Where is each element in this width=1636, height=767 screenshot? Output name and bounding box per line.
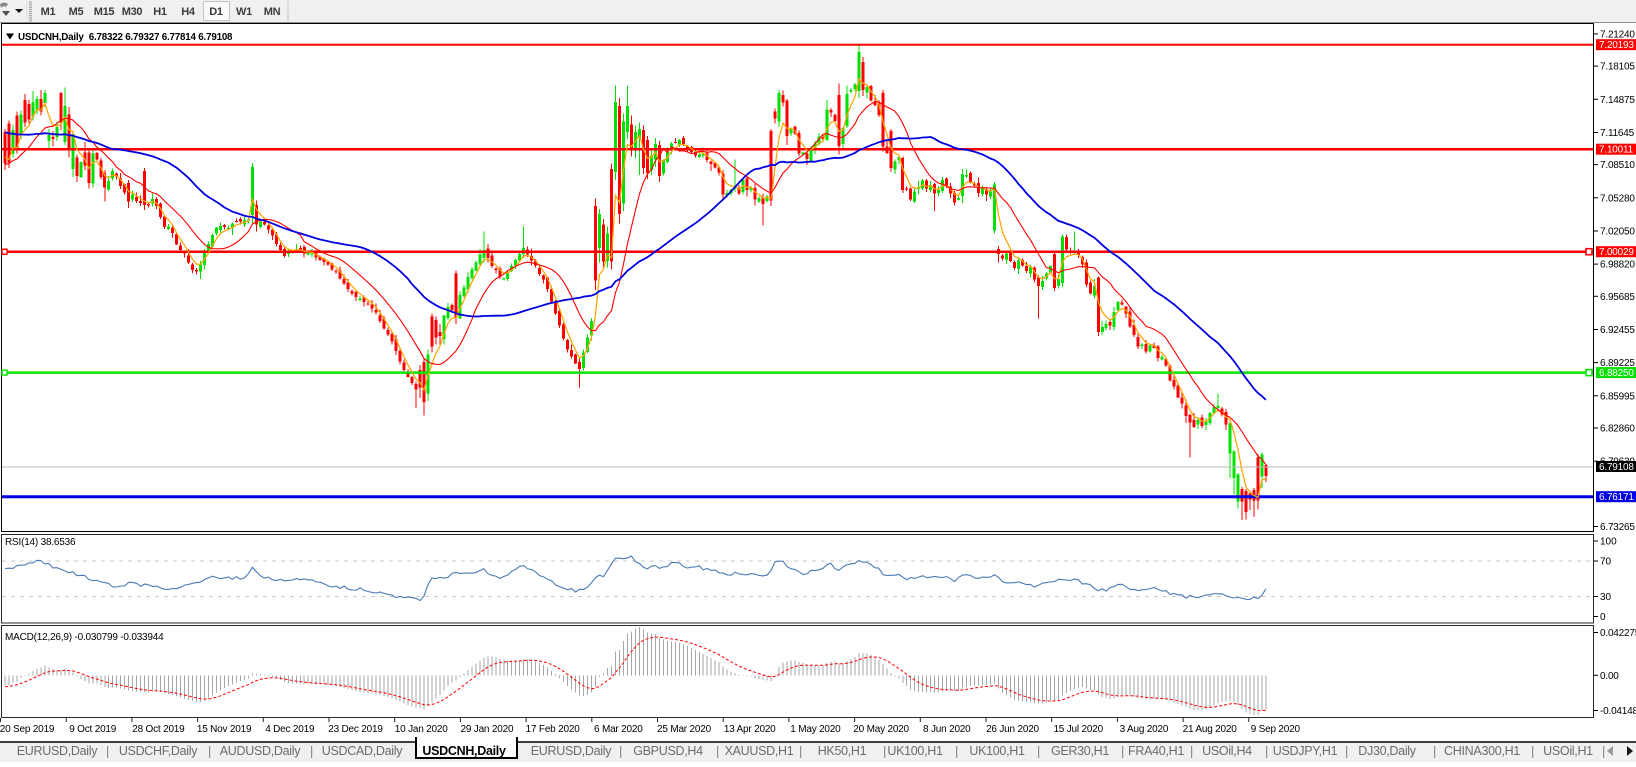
svg-text:USDJPY,H1: USDJPY,H1	[1273, 744, 1338, 758]
svg-text:6.88250: 6.88250	[1599, 368, 1634, 379]
svg-text:25 Mar 2020: 25 Mar 2020	[657, 724, 712, 735]
svg-text:USDCAD,Daily: USDCAD,Daily	[322, 744, 403, 758]
svg-text:M1: M1	[41, 6, 56, 18]
svg-text:9 Sep 2020: 9 Sep 2020	[1251, 724, 1301, 735]
svg-text:UK100,H1: UK100,H1	[887, 744, 943, 758]
svg-text:100: 100	[1600, 537, 1617, 548]
svg-text:6.92455: 6.92455	[1600, 325, 1635, 336]
svg-text:8 Jun 2020: 8 Jun 2020	[923, 724, 971, 735]
svg-text:0.00: 0.00	[1600, 671, 1619, 682]
svg-text:10 Jan 2020: 10 Jan 2020	[395, 724, 448, 735]
svg-text:6.76171: 6.76171	[1599, 492, 1634, 503]
svg-text:0.042275: 0.042275	[1600, 628, 1636, 639]
svg-text:13 Apr 2020: 13 Apr 2020	[724, 724, 776, 735]
svg-text:7.00029: 7.00029	[1599, 247, 1634, 258]
svg-text:20 Sep 2019: 20 Sep 2019	[0, 724, 55, 735]
svg-text:6.82860: 6.82860	[1600, 424, 1635, 435]
svg-text:D1: D1	[209, 6, 223, 18]
svg-text:6.73265: 6.73265	[1600, 522, 1635, 533]
svg-text:7.18105: 7.18105	[1600, 62, 1635, 73]
svg-text:MN: MN	[264, 6, 281, 18]
svg-text:-0.04148: -0.04148	[1600, 706, 1636, 717]
svg-text:3 Aug 2020: 3 Aug 2020	[1120, 724, 1169, 735]
svg-text:1 May 2020: 1 May 2020	[790, 724, 841, 735]
svg-text:UK100,H1: UK100,H1	[969, 744, 1025, 758]
svg-text:XAUUSD,H1: XAUUSD,H1	[725, 744, 794, 758]
svg-text:7.11645: 7.11645	[1600, 128, 1635, 139]
svg-text:6.95685: 6.95685	[1600, 292, 1635, 303]
svg-text:USDCNH,Daily: USDCNH,Daily	[422, 744, 506, 758]
svg-text:7.14875: 7.14875	[1600, 95, 1635, 106]
svg-text:RSI(14) 38.6536: RSI(14) 38.6536	[5, 537, 76, 548]
svg-text:GER30,H1: GER30,H1	[1051, 744, 1109, 758]
svg-text:7.20193: 7.20193	[1599, 40, 1634, 51]
svg-text:21 Aug 2020: 21 Aug 2020	[1183, 724, 1238, 735]
svg-text:17 Feb 2020: 17 Feb 2020	[526, 724, 581, 735]
svg-text:AUDUSD,Daily: AUDUSD,Daily	[220, 744, 301, 758]
svg-text:USOil,H4: USOil,H4	[1202, 744, 1252, 758]
svg-text:USOil,H1: USOil,H1	[1543, 744, 1593, 758]
svg-text:USDCNH,Daily 6.78322 6.79327: USDCNH,Daily 6.78322 6.79327 6.77814 6.7…	[18, 32, 233, 43]
svg-text:DJ30,Daily: DJ30,Daily	[1358, 744, 1416, 758]
svg-text:6.85995: 6.85995	[1600, 391, 1635, 402]
svg-text:20 May 2020: 20 May 2020	[853, 724, 909, 735]
svg-text:15 Nov 2019: 15 Nov 2019	[197, 724, 252, 735]
svg-text:6.98820: 6.98820	[1600, 260, 1635, 271]
svg-text:GBPUSD,H4: GBPUSD,H4	[633, 744, 703, 758]
svg-text:30: 30	[1600, 592, 1612, 603]
svg-text:7.02050: 7.02050	[1600, 227, 1635, 238]
svg-text:HK50,H1: HK50,H1	[818, 744, 867, 758]
svg-text:MACD(12,26,9) -0.030799 -0.033: MACD(12,26,9) -0.030799 -0.033944	[5, 632, 164, 643]
svg-text:29 Jan 2020: 29 Jan 2020	[460, 724, 513, 735]
svg-text:6.89225: 6.89225	[1600, 358, 1635, 369]
svg-text:15 Jul 2020: 15 Jul 2020	[1053, 724, 1103, 735]
svg-text:23 Dec 2019: 23 Dec 2019	[328, 724, 383, 735]
svg-text:6.79108: 6.79108	[1599, 462, 1634, 473]
svg-text:7.10011: 7.10011	[1599, 145, 1634, 156]
svg-text:W1: W1	[236, 6, 252, 18]
svg-text:M5: M5	[69, 6, 84, 18]
svg-text:EURUSD,Daily: EURUSD,Daily	[531, 744, 612, 758]
svg-text:USDCHF,Daily: USDCHF,Daily	[119, 744, 198, 758]
svg-text:CHINA300,H1: CHINA300,H1	[1444, 744, 1520, 758]
svg-text:M15: M15	[94, 6, 115, 18]
svg-text:7.21240: 7.21240	[1600, 29, 1635, 40]
svg-text:4 Dec 2019: 4 Dec 2019	[265, 724, 315, 735]
svg-text:FRA40,H1: FRA40,H1	[1128, 744, 1184, 758]
svg-text:26 Jun 2020: 26 Jun 2020	[986, 724, 1039, 735]
svg-text:7.05280: 7.05280	[1600, 193, 1635, 204]
svg-text:6 Mar 2020: 6 Mar 2020	[594, 724, 643, 735]
svg-text:EURUSD,Daily: EURUSD,Daily	[17, 744, 98, 758]
svg-text:70: 70	[1600, 557, 1612, 568]
svg-text:M30: M30	[122, 6, 143, 18]
svg-text:H4: H4	[181, 6, 196, 18]
svg-text:28 Oct 2019: 28 Oct 2019	[132, 724, 185, 735]
svg-text:0: 0	[1600, 612, 1606, 623]
svg-text:9 Oct 2019: 9 Oct 2019	[69, 724, 117, 735]
svg-text:H1: H1	[153, 6, 167, 18]
svg-text:7.08510: 7.08510	[1600, 160, 1635, 171]
